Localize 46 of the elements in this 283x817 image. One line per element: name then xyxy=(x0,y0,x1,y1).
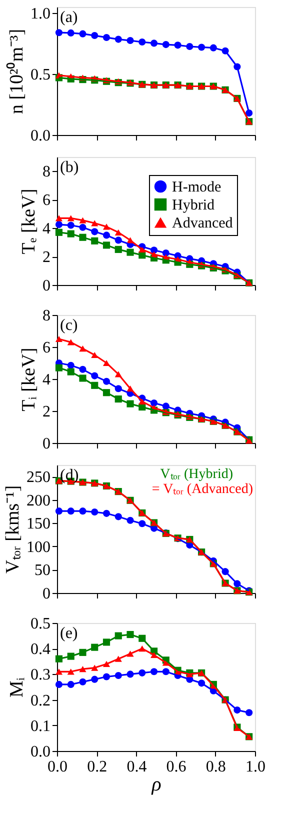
legend-label: Hybrid xyxy=(172,198,215,214)
y-tick-label: 150 xyxy=(26,516,50,533)
y-axis-title: Mᵢ xyxy=(6,677,28,698)
y-tick-label: 4 xyxy=(42,372,50,388)
y-axis-title: Vₜₒᵣ [kms⁻¹] xyxy=(2,485,24,574)
y-tick-label: 2 xyxy=(42,249,50,266)
x-tick-label: 0.8 xyxy=(206,758,226,776)
y-tick-label: 6 xyxy=(42,340,50,356)
y-tick-label: 6 xyxy=(42,192,50,210)
y-tick-label: 1.0 xyxy=(30,6,50,23)
y-tick-label: 0.2 xyxy=(30,692,50,710)
y-tick-label: 8 xyxy=(42,308,50,324)
y-tick-label: 0.5 xyxy=(30,616,50,632)
y-tick-label: 50 xyxy=(34,562,50,580)
y-axis-title: n [10²⁰m⁻³] xyxy=(6,28,28,114)
annotation: (b) xyxy=(60,159,79,176)
y-tick-label: 2 xyxy=(42,404,50,420)
y-tick-label: 0.0 xyxy=(30,128,50,144)
y-tick-label: 200 xyxy=(26,492,50,510)
legend-label: H-mode xyxy=(172,180,222,196)
legend-label: Advanced xyxy=(172,216,234,232)
annotation: = Vₜₒᵣ (Advanced) xyxy=(152,482,254,497)
y-tick-label: 0.4 xyxy=(30,641,50,658)
y-tick-label: 0.3 xyxy=(30,666,50,684)
y-tick-label: 0.0 xyxy=(30,744,50,760)
y-tick-label: 0.5 xyxy=(30,66,50,84)
y-tick-label: 4 xyxy=(42,220,50,238)
annotation: (e) xyxy=(60,625,78,642)
x-tick-label: 1.0 xyxy=(246,758,266,776)
annotation: Vₜₒᵣ (Hybrid) xyxy=(160,467,234,482)
y-tick-label: 250 xyxy=(26,469,50,486)
y-tick-label: 0 xyxy=(42,586,50,602)
y-tick-label: 8 xyxy=(42,164,50,181)
y-tick-label: 100 xyxy=(26,538,50,556)
y-axis-title: Tᵢ [keV] xyxy=(18,348,40,412)
annotation: (a) xyxy=(60,9,78,26)
x-tick-label: 0.6 xyxy=(166,758,186,776)
annotation: (d) xyxy=(60,467,79,484)
y-tick-label: 0 xyxy=(42,436,50,452)
annotation: (c) xyxy=(60,317,78,334)
x-axis-title: ρ xyxy=(150,774,162,796)
x-tick-label: 0.2 xyxy=(87,758,108,776)
x-tick-label: 0.4 xyxy=(126,758,147,776)
y-axis-title: Tₑ [keV] xyxy=(18,188,40,254)
y-tick-label: 0.1 xyxy=(30,718,50,735)
y-tick-label: 0 xyxy=(42,278,50,294)
